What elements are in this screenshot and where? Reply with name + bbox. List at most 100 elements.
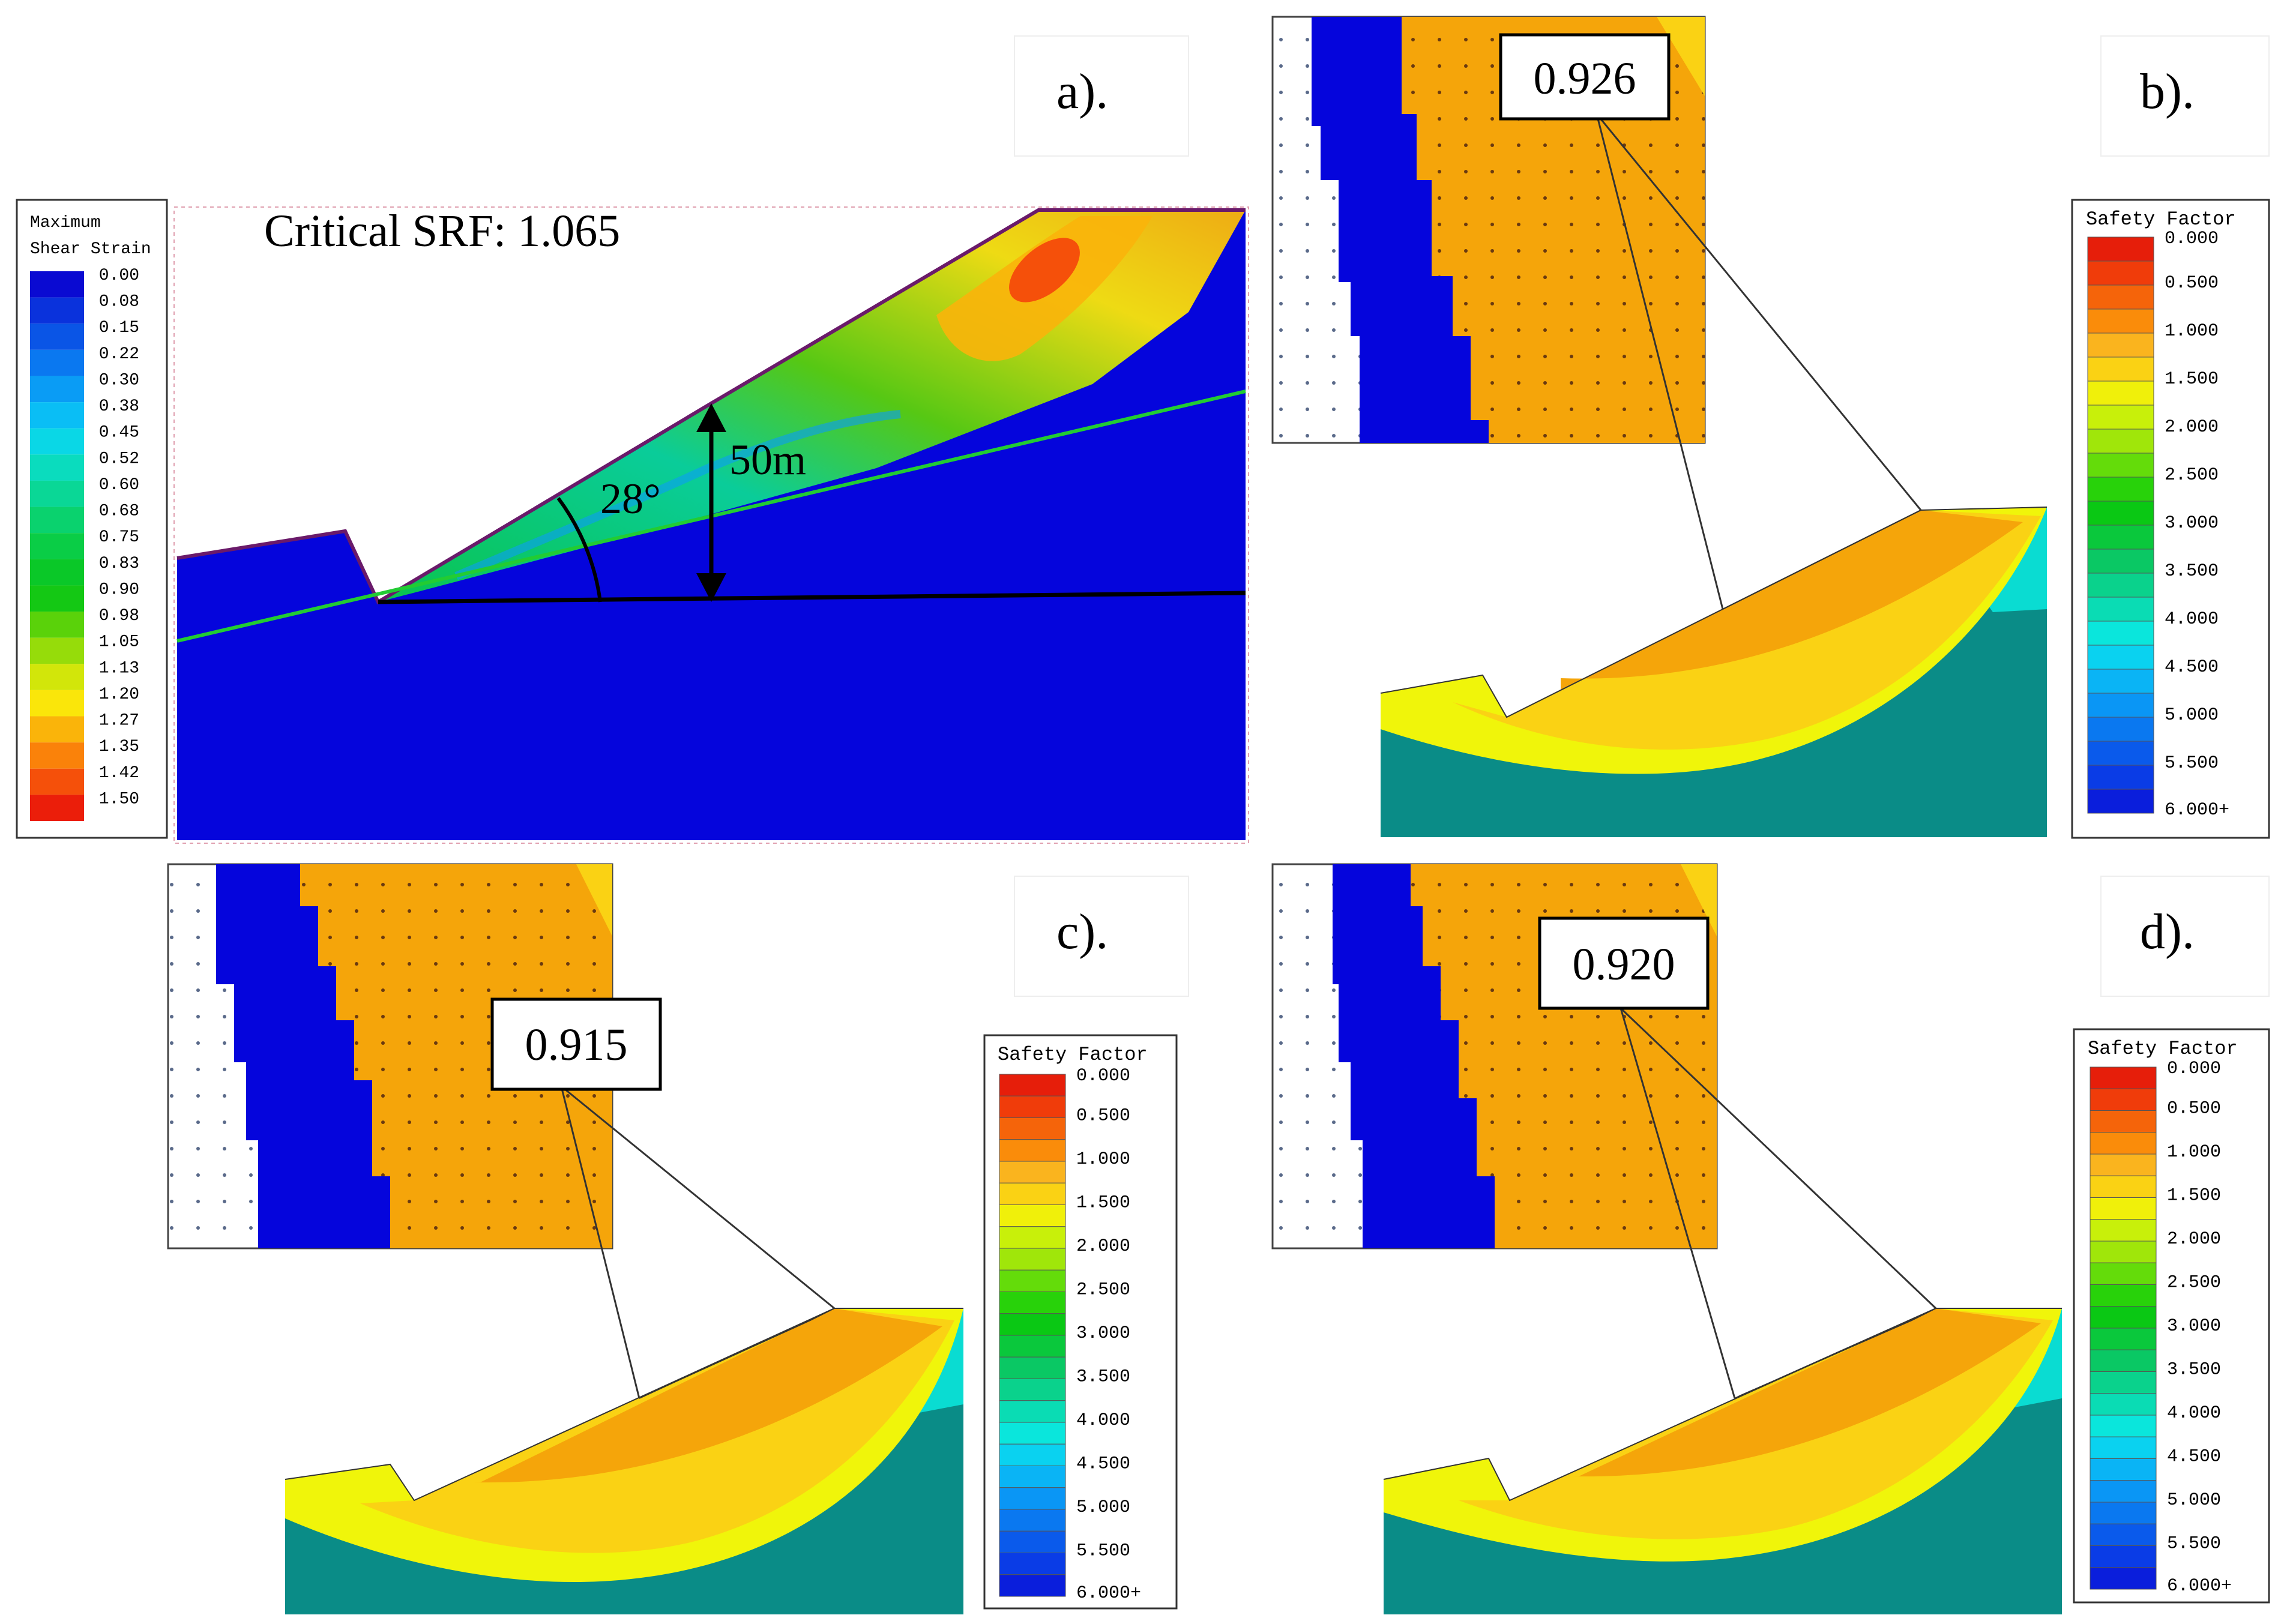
safety-swatches-c: 0.000 0.500 1.000 1.500 2.000 2.500 3.000 3.500… — [999, 1066, 1141, 1604]
strain-legend-value: 0.83 — [99, 555, 139, 573]
slope-height-label: 50m — [729, 436, 806, 484]
safety-legend-title-b: Safety Factor — [2086, 208, 2236, 230]
safety-legend-swatch — [2087, 549, 2154, 574]
safety-legend-swatch — [999, 1182, 1066, 1205]
safety-legend-value: 4.000 — [2167, 1403, 2221, 1424]
strain-legend-swatch — [30, 507, 84, 534]
strain-legend-swatch — [30, 716, 84, 743]
strain-legend-value: 0.52 — [99, 450, 139, 468]
safety-legend-d: Safety Factor 0.000 0.500 1.000 1.500 2.000 2… — [2073, 1028, 2270, 1604]
slope-model-b — [1380, 507, 2047, 837]
safety-legend-swatch — [999, 1530, 1066, 1553]
safety-legend-swatch — [2087, 236, 2154, 262]
safety-legend-swatch — [2087, 597, 2154, 622]
safety-legend-value: 2.500 — [1076, 1280, 1130, 1301]
safety-legend-swatch — [999, 1422, 1066, 1445]
strain-legend-title-1: Maximum — [30, 214, 101, 232]
safety-swatches-b: 0.000 0.500 1.000 1.500 2.000 2.500 3.000 3.500… — [2087, 229, 2229, 820]
strain-legend-swatch — [30, 795, 84, 821]
safety-legend-value: 1.500 — [2165, 369, 2219, 389]
safety-legend-value: 5.500 — [1076, 1541, 1130, 1562]
safety-legend-value: 0.500 — [2167, 1099, 2221, 1119]
panel-c: c). 0.915 Safety Factor 0.000 0.500 1.000 1… — [167, 863, 1189, 1614]
safety-legend-swatch — [999, 1487, 1066, 1510]
safety-legend-swatch — [999, 1074, 1066, 1096]
safety-legend-value: 1.500 — [1076, 1193, 1130, 1213]
safety-legend-swatch — [2087, 717, 2154, 742]
strain-legend-swatch — [30, 428, 84, 455]
safety-legend-swatch — [999, 1139, 1066, 1162]
safety-legend-swatch — [2087, 789, 2154, 814]
strain-legend-swatch — [30, 533, 84, 559]
safety-legend-swatch — [2087, 332, 2154, 358]
safety-legend-swatch — [999, 1553, 1066, 1575]
strain-legend-value: 1.20 — [99, 685, 139, 704]
safety-legend-swatch — [2087, 308, 2154, 334]
safety-legend-swatch — [2090, 1458, 2157, 1481]
safety-swatches-d: 0.000 0.500 1.000 1.500 2.000 2.500 3.000 3.500… — [2090, 1059, 2232, 1596]
safety-legend-swatch — [999, 1379, 1066, 1401]
strain-legend-value: 1.27 — [99, 712, 139, 730]
safety-legend-swatch — [2090, 1328, 2157, 1350]
safety-legend-swatch — [2087, 356, 2154, 382]
safety-legend-swatch — [2087, 621, 2154, 646]
panel-d: d). 0.920 Safety Factor 0.000 0.500 1.000 1… — [1271, 863, 2270, 1614]
safety-factor-value-d: 0.920 — [1573, 939, 1675, 990]
safety-legend-swatch — [2090, 1567, 2157, 1590]
safety-legend-swatch — [999, 1226, 1066, 1249]
safety-legend-swatch — [2090, 1349, 2157, 1372]
safety-legend-value: 0.000 — [2167, 1059, 2221, 1079]
slope-angle-label: 28° — [600, 475, 661, 523]
safety-legend-title-d: Safety Factor — [2088, 1038, 2238, 1060]
safety-legend-value: 3.500 — [1076, 1367, 1130, 1388]
safety-legend-swatch — [2090, 1110, 2157, 1133]
safety-legend-c: Safety Factor 0.000 0.500 1.000 1.500 2.000 2… — [983, 1034, 1178, 1610]
strain-legend-swatch — [30, 271, 84, 298]
safety-legend-swatch — [999, 1466, 1066, 1488]
strain-legend-swatch — [30, 376, 84, 403]
safety-legend-value: 5.000 — [2167, 1490, 2221, 1511]
safety-legend-value: 0.000 — [1076, 1066, 1130, 1086]
safety-legend-swatch — [2087, 573, 2154, 598]
strain-legend-swatch — [30, 690, 84, 717]
safety-legend-swatch — [2090, 1197, 2157, 1220]
safety-legend-value: 3.000 — [1076, 1323, 1130, 1344]
safety-legend-swatch — [999, 1356, 1066, 1379]
safety-legend-swatch — [2087, 525, 2154, 550]
safety-legend-value: 1.000 — [1076, 1149, 1130, 1170]
safety-legend-swatch — [2090, 1088, 2157, 1111]
safety-legend-swatch — [999, 1400, 1066, 1423]
safety-legend-swatch — [2090, 1480, 2157, 1503]
safety-legend-value: 5.500 — [2165, 753, 2219, 774]
safety-legend-swatch — [2087, 380, 2154, 406]
slope-model-d — [1383, 1308, 2062, 1614]
safety-legend-swatch — [999, 1117, 1066, 1140]
strain-legend-value: 0.90 — [99, 580, 139, 599]
strain-legend-value: 0.30 — [99, 371, 139, 389]
safety-legend-swatch — [2087, 404, 2154, 430]
strain-legend-swatch — [30, 585, 84, 612]
safety-factor-value-c: 0.915 — [525, 1020, 628, 1070]
strain-legend: Maximum Shear Strain 0.00 0.08 0.15 0.22 0.3… — [16, 199, 168, 839]
strain-legend-value: 0.08 — [99, 293, 139, 311]
safety-legend-value: 6.000+ — [2167, 1576, 2232, 1596]
safety-legend-swatch — [2090, 1284, 2157, 1307]
safety-legend-swatch — [999, 1269, 1066, 1292]
safety-legend-swatch — [2090, 1306, 2157, 1329]
panel-a: a). Maximum Shear Strain 0.00 0.08 0.15 0.2… — [16, 35, 1249, 844]
safety-legend-swatch — [2087, 645, 2154, 670]
safety-legend-value: 2.000 — [2167, 1229, 2221, 1250]
safety-legend-swatch — [2087, 765, 2154, 790]
safety-legend-swatch — [2090, 1523, 2157, 1546]
safety-legend-swatch — [2090, 1132, 2157, 1155]
panel-b: b). 0.926 Safety Factor — [1271, 16, 2270, 839]
strain-legend-swatch — [30, 297, 84, 324]
safety-legend-value: 4.500 — [1076, 1454, 1130, 1475]
safety-legend-b: Safety Factor 0.000 0.500 1.000 1.500 2.000 2… — [2071, 199, 2270, 839]
zoom-inset-c — [167, 863, 613, 1250]
safety-legend-swatch — [2090, 1502, 2157, 1524]
strain-legend-value: 1.42 — [99, 764, 139, 783]
strain-legend-swatch — [30, 664, 84, 690]
safety-legend-swatch — [2087, 669, 2154, 694]
